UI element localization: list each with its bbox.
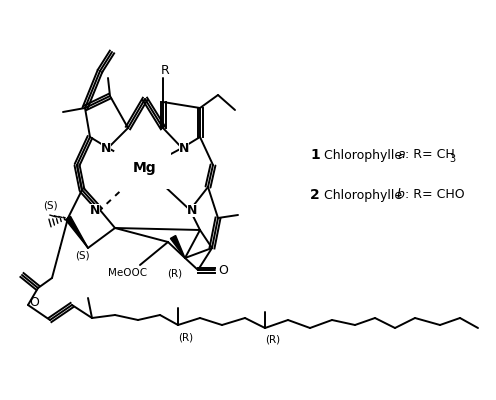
Text: 1: 1 xyxy=(310,148,320,162)
Text: N: N xyxy=(101,142,111,154)
Text: O: O xyxy=(29,296,39,308)
Text: 3: 3 xyxy=(449,154,455,164)
Text: N: N xyxy=(179,142,189,154)
Text: O: O xyxy=(218,264,228,276)
Text: : R= CHO: : R= CHO xyxy=(405,188,465,202)
Text: R: R xyxy=(161,64,169,76)
Text: 2: 2 xyxy=(310,188,320,202)
Polygon shape xyxy=(65,216,88,248)
Text: (R): (R) xyxy=(265,335,281,345)
Polygon shape xyxy=(171,236,185,258)
Text: b: b xyxy=(397,188,405,202)
Text: MeOOC: MeOOC xyxy=(109,268,148,278)
Text: (R): (R) xyxy=(168,268,183,278)
Text: N: N xyxy=(187,204,197,216)
Text: Chlorophylle: Chlorophylle xyxy=(320,188,406,202)
Text: (S): (S) xyxy=(75,251,89,261)
Text: (S): (S) xyxy=(43,201,58,211)
Text: (R): (R) xyxy=(179,332,193,342)
Text: Chlorophylle: Chlorophylle xyxy=(320,148,406,162)
Text: N: N xyxy=(90,204,100,216)
Text: a: a xyxy=(397,148,405,162)
Text: Mg: Mg xyxy=(133,161,157,175)
Text: : R= CH: : R= CH xyxy=(405,148,455,162)
